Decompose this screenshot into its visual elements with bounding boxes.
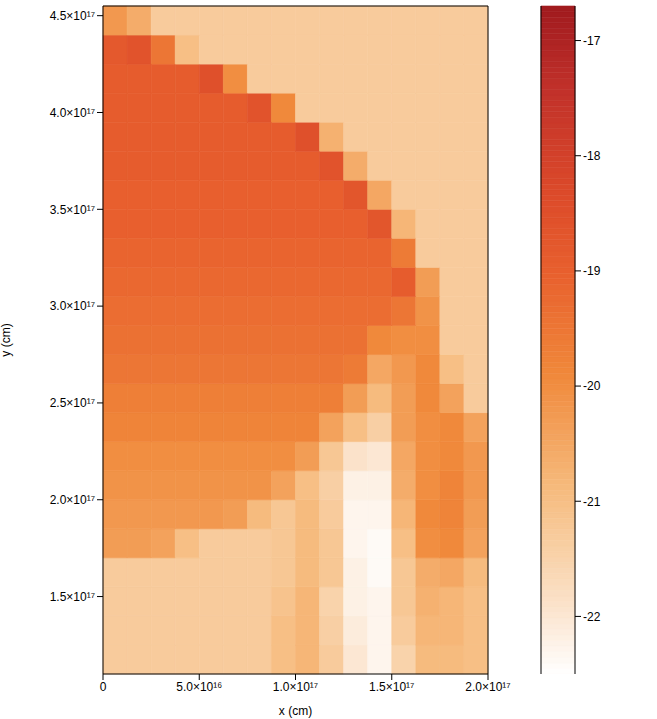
- svg-text:-18: -18: [583, 149, 601, 163]
- svg-text:3.5×10¹⁷: 3.5×10¹⁷: [50, 203, 95, 217]
- svg-text:1.5×10¹⁷: 1.5×10¹⁷: [50, 590, 95, 604]
- svg-text:-19: -19: [583, 264, 601, 278]
- svg-text:1.0×10¹⁷: 1.0×10¹⁷: [273, 680, 318, 694]
- svg-text:-17: -17: [583, 34, 601, 48]
- svg-text:-22: -22: [583, 610, 601, 624]
- svg-text:2.5×10¹⁷: 2.5×10¹⁷: [50, 396, 95, 410]
- svg-text:4.5×10¹⁷: 4.5×10¹⁷: [50, 9, 95, 23]
- svg-text:0: 0: [100, 680, 107, 694]
- svg-text:4.0×10¹⁷: 4.0×10¹⁷: [50, 106, 95, 120]
- svg-text:3.0×10¹⁷: 3.0×10¹⁷: [50, 299, 95, 313]
- svg-text:x (cm): x (cm): [279, 704, 312, 718]
- svg-text:y (cm): y (cm): [0, 323, 13, 356]
- svg-text:2.0×10¹⁷: 2.0×10¹⁷: [50, 493, 95, 507]
- svg-text:2.0×10¹⁷: 2.0×10¹⁷: [465, 680, 510, 694]
- svg-text:-20: -20: [583, 379, 601, 393]
- svg-text:1.5×10¹⁷: 1.5×10¹⁷: [369, 680, 414, 694]
- svg-text:5.0×10¹⁶: 5.0×10¹⁶: [176, 680, 222, 694]
- svg-text:-21: -21: [583, 495, 601, 509]
